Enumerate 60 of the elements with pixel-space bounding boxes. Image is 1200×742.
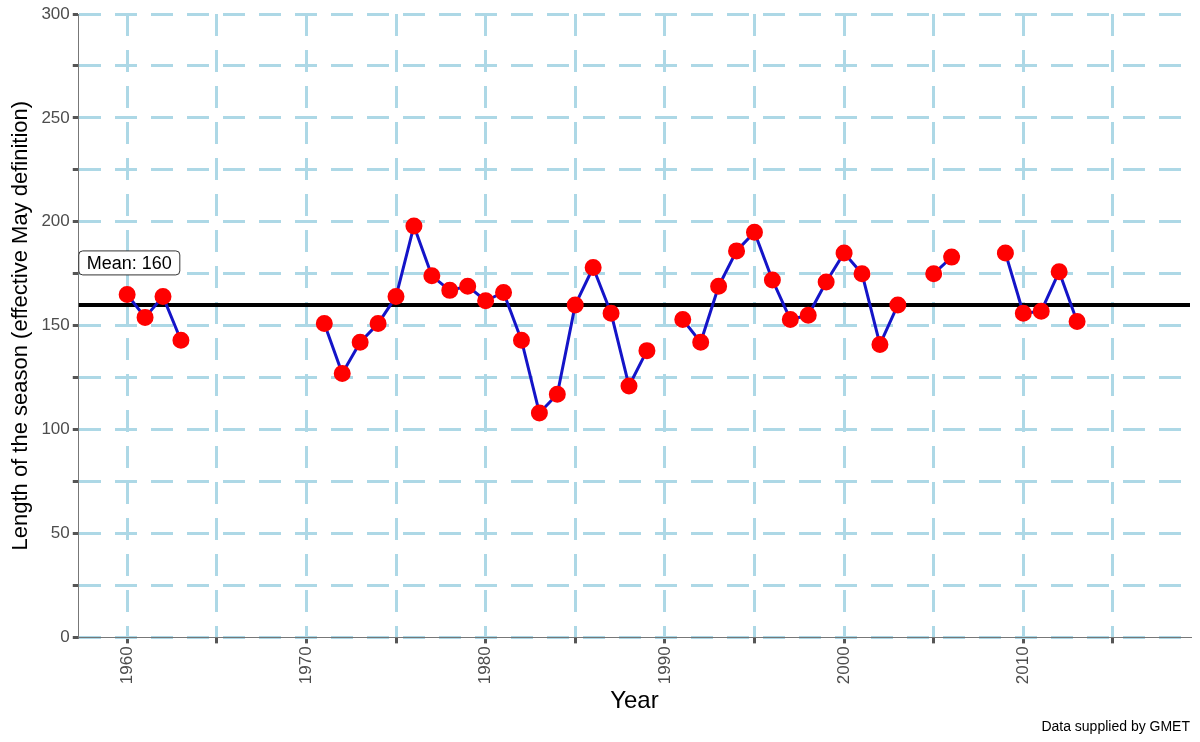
point	[584, 259, 602, 277]
point	[602, 304, 620, 322]
point	[1032, 302, 1050, 320]
x-tick-label: 1960	[116, 646, 136, 685]
point	[441, 281, 459, 299]
point	[925, 265, 943, 283]
point	[566, 296, 584, 314]
point	[530, 404, 548, 422]
y-tick-label: 50	[50, 523, 70, 543]
point	[692, 333, 710, 351]
y-tick-label: 0	[60, 627, 70, 647]
point	[817, 273, 835, 291]
point	[728, 242, 746, 260]
point	[1014, 304, 1032, 322]
y-tick-label: 300	[41, 3, 70, 23]
point	[853, 265, 871, 283]
point	[369, 315, 387, 333]
point	[118, 286, 136, 304]
point	[996, 244, 1014, 262]
x-tick-label: 1980	[475, 646, 495, 685]
y-tick-label: 250	[41, 107, 70, 127]
point	[351, 333, 369, 351]
point	[423, 267, 441, 285]
point	[548, 385, 566, 403]
point	[889, 296, 907, 314]
x-tick-label: 1970	[296, 646, 316, 685]
y-tick-label: 200	[41, 211, 70, 231]
point	[799, 306, 817, 324]
point	[495, 283, 513, 301]
point	[943, 248, 961, 266]
point	[315, 315, 333, 333]
x-tick-label: 1990	[654, 646, 674, 685]
point	[1068, 313, 1086, 331]
y-tick-label: 100	[41, 419, 70, 439]
point	[1050, 263, 1068, 281]
point	[136, 308, 154, 326]
x-axis-title: Year	[610, 686, 659, 714]
text: Data supplied by GMET	[1041, 717, 1191, 734]
point	[459, 277, 477, 295]
point	[172, 331, 190, 349]
point	[387, 288, 405, 306]
point	[763, 271, 781, 289]
point	[154, 288, 172, 306]
y-axis-title: Length of the season (effective May definition)	[7, 100, 33, 551]
point	[674, 310, 692, 328]
point	[512, 331, 530, 349]
point	[405, 217, 423, 235]
y-tick-label: 150	[41, 315, 70, 335]
point	[620, 377, 638, 395]
point	[835, 244, 853, 262]
x-tick-label: 2000	[833, 646, 853, 685]
point	[477, 292, 495, 310]
x-tick-label: 2010	[1013, 646, 1032, 685]
point	[745, 223, 763, 241]
point	[333, 364, 351, 382]
point	[638, 342, 656, 360]
point	[710, 277, 728, 295]
point	[871, 335, 889, 353]
ref-line-label: Mean: 160	[86, 252, 172, 273]
point	[781, 310, 799, 328]
